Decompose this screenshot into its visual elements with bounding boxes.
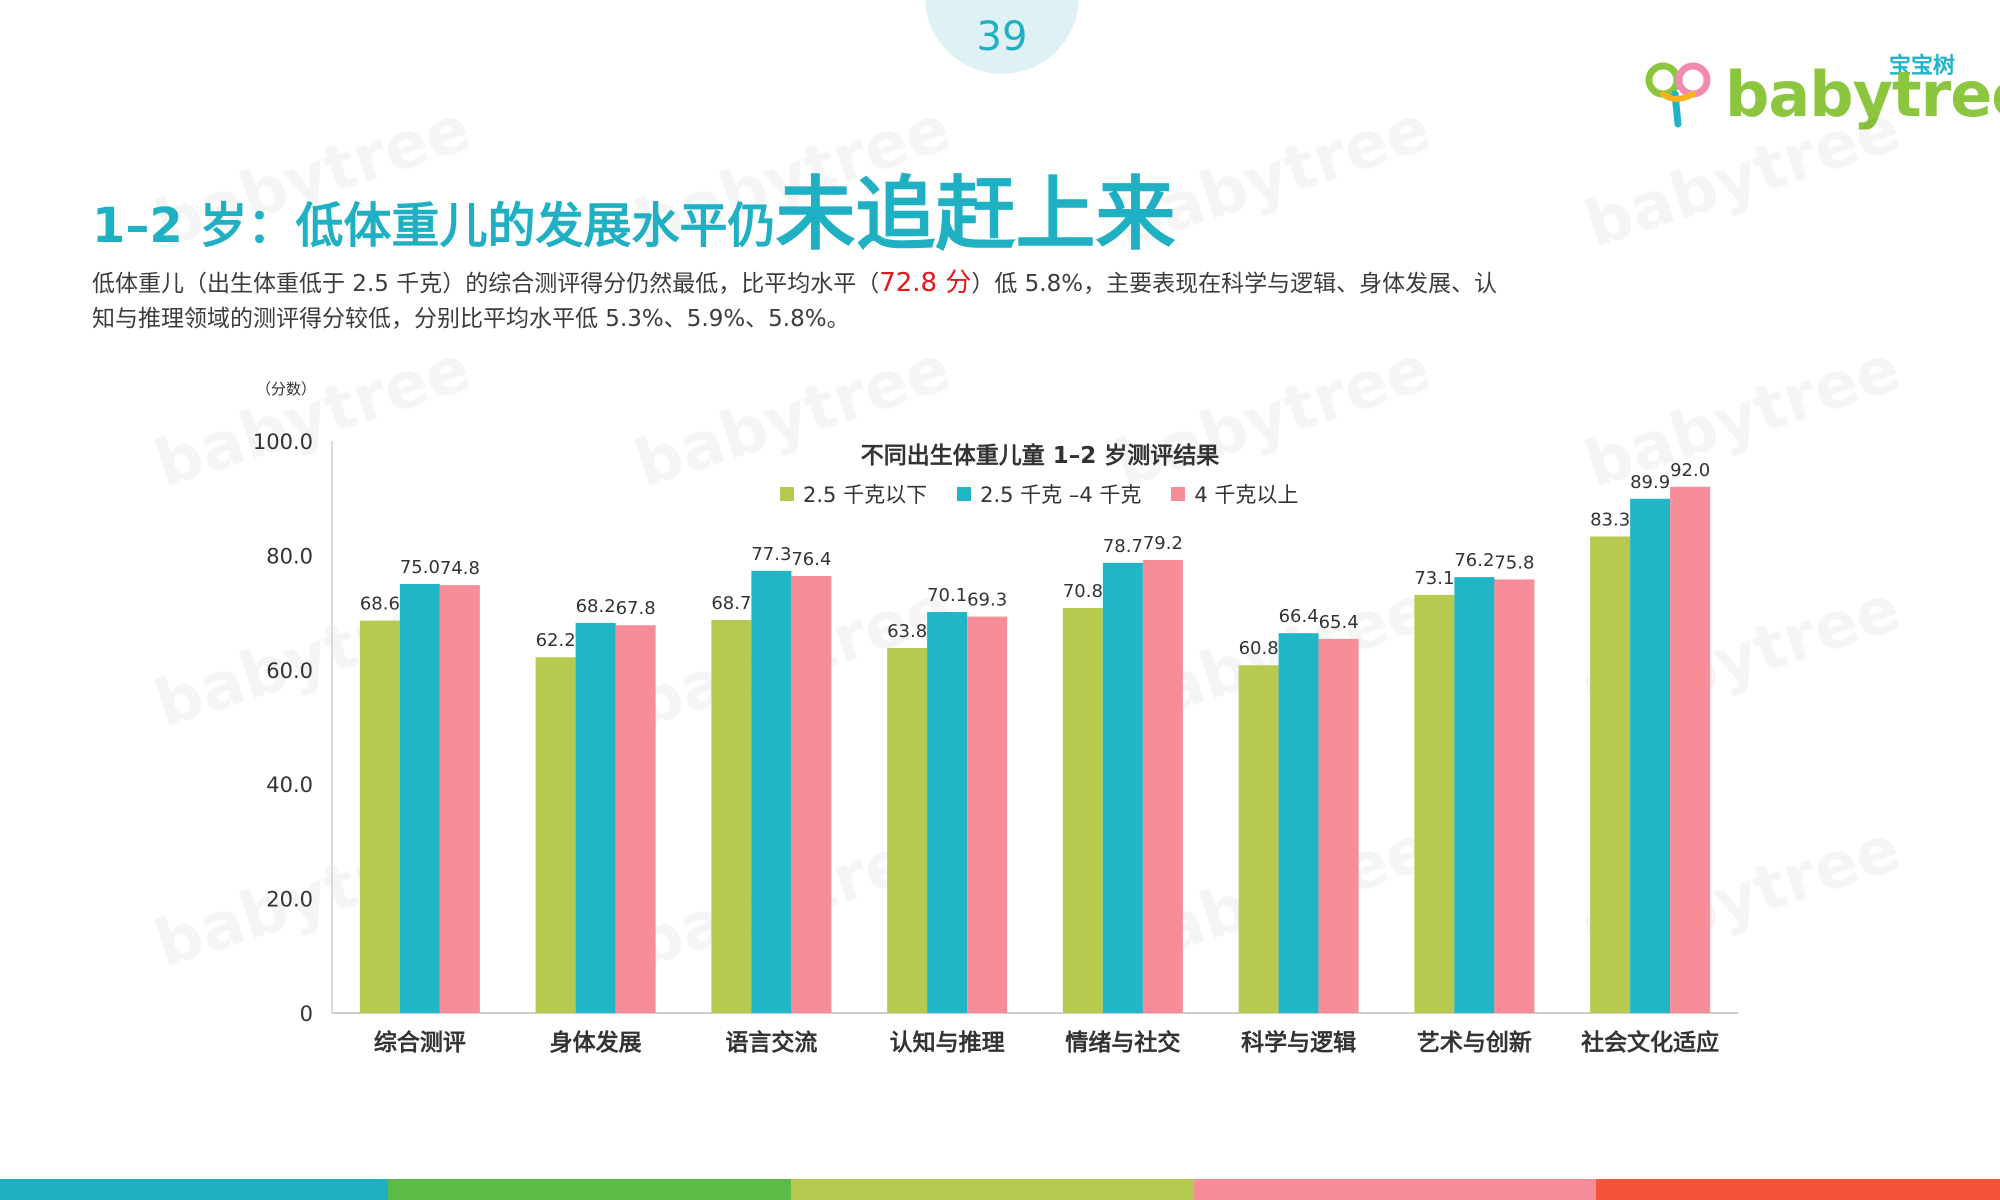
bar <box>791 575 832 1013</box>
x-tick-label: 认知与推理 <box>890 1029 1005 1056</box>
data-label: 67.8 <box>616 598 656 619</box>
data-label: 75.8 <box>1494 552 1534 573</box>
x-tick-label: 综合测评 <box>374 1029 466 1056</box>
data-label: 92.0 <box>1670 460 1710 481</box>
description: 低体重儿（出生体重低于 2.5 千克）的综合测评得分仍然最低，比平均水平（72.… <box>92 266 1512 337</box>
bar <box>1414 594 1455 1013</box>
logo-mark-icon <box>1645 62 1711 128</box>
babytree-logo: 宝宝树 babytree <box>1645 48 2000 131</box>
legend-item: 4 千克以上 <box>1171 479 1298 509</box>
y-tick-label: 80.0 <box>266 544 313 568</box>
x-tick-label: 科学与逻辑 <box>1241 1029 1356 1056</box>
data-label: 75.0 <box>400 557 440 578</box>
page-title-part2: 未追赶上来 <box>775 168 1176 261</box>
data-label: 89.9 <box>1630 472 1670 493</box>
y-tick-label: 40.0 <box>266 773 313 797</box>
bar <box>615 625 656 1013</box>
bar <box>1238 665 1279 1013</box>
data-label: 69.3 <box>967 590 1007 611</box>
bottom-bar-segment <box>0 1179 388 1200</box>
x-tick-label: 语言交流 <box>725 1029 817 1056</box>
bar <box>1630 498 1671 1014</box>
data-label: 68.7 <box>711 593 751 614</box>
legend-item: 2.5 千克以下 <box>780 479 927 509</box>
chart-legend: 2.5 千克以下 2.5 千克 –4 千克 4 千克以上 <box>780 479 1298 509</box>
bar <box>575 622 616 1013</box>
data-label: 79.2 <box>1143 533 1183 554</box>
legend-label: 4 千克以上 <box>1194 483 1299 507</box>
bar <box>535 657 576 1013</box>
data-label: 65.4 <box>1319 612 1359 633</box>
bottom-bar-segment <box>1194 1179 1596 1200</box>
bar <box>751 570 792 1013</box>
page-number: 39 <box>976 14 1028 60</box>
data-label: 77.3 <box>751 544 791 565</box>
legend-item: 2.5 千克 –4 千克 <box>957 479 1141 509</box>
bar <box>887 648 928 1013</box>
description-highlight: 72.8 分 <box>879 268 972 298</box>
bar <box>711 620 752 1013</box>
bar <box>359 620 400 1013</box>
bar <box>1142 559 1183 1013</box>
page-title-part1: 1–2 岁：低体重儿的发展水平仍 <box>92 198 776 254</box>
bar <box>1590 536 1631 1013</box>
legend-swatch <box>1171 487 1186 501</box>
data-label: 70.1 <box>927 585 967 606</box>
bottom-bar-segment <box>791 1179 1194 1200</box>
bar <box>967 616 1008 1013</box>
bar <box>1670 486 1711 1013</box>
bottom-bar-segment <box>388 1179 791 1200</box>
logo-en-text: babytree <box>1725 58 2000 131</box>
data-label: 68.2 <box>576 596 616 617</box>
legend-label: 2.5 千克以下 <box>803 483 928 507</box>
bar <box>1278 633 1319 1013</box>
chart-title: 不同出生体重儿童 1–2 岁测评结果 <box>860 443 1220 469</box>
data-label: 68.6 <box>360 594 400 615</box>
data-label: 76.2 <box>1454 550 1494 571</box>
bottom-color-bar <box>0 1179 2000 1200</box>
legend-label: 2.5 千克 –4 千克 <box>980 483 1142 507</box>
description-after: ）低 5.8%，主要表现在科学与逻辑、身体发展、认知与推理领域的测评得分较低，分… <box>92 271 1498 332</box>
bar <box>927 612 968 1013</box>
legend-swatch <box>957 487 972 501</box>
logo-cn-text: 宝宝树 <box>1888 54 1955 79</box>
x-tick-label: 艺术与创新 <box>1417 1029 1532 1056</box>
y-tick-label: 20.0 <box>266 888 313 912</box>
page-title: 1–2 岁：低体重儿的发展水平仍未追赶上来 <box>92 150 1176 266</box>
legend-swatch <box>780 487 794 501</box>
description-before: 低体重儿（出生体重低于 2.5 千克）的综合测评得分仍然最低，比平均水平（ <box>92 271 880 297</box>
data-label: 78.7 <box>1103 536 1143 557</box>
bar <box>399 584 440 1013</box>
y-tick-label: 0 <box>300 1002 313 1026</box>
bar <box>1494 579 1535 1013</box>
data-label: 66.4 <box>1279 606 1319 627</box>
bar <box>1318 638 1359 1013</box>
y-tick-label: 60.0 <box>266 659 313 683</box>
x-tick-label: 身体发展 <box>550 1029 642 1056</box>
x-tick-label: 社会文化适应 <box>1581 1029 1719 1056</box>
data-label: 62.2 <box>536 630 576 651</box>
data-label: 73.1 <box>1414 568 1454 589</box>
bar <box>1454 577 1495 1013</box>
bottom-bar-segment <box>1596 1179 2000 1200</box>
bar <box>1062 608 1103 1013</box>
bar <box>1102 562 1143 1013</box>
bar <box>439 585 480 1013</box>
data-label: 76.4 <box>791 549 831 570</box>
x-tick-label: 情绪与社交 <box>1065 1029 1180 1056</box>
data-label: 74.8 <box>440 558 480 579</box>
data-label: 63.8 <box>887 621 927 642</box>
y-axis-unit: （分数） <box>256 380 317 398</box>
data-label: 83.3 <box>1590 510 1630 531</box>
data-label: 70.8 <box>1063 581 1103 602</box>
data-label: 60.8 <box>1239 638 1279 659</box>
y-tick-label: 100.0 <box>253 430 313 454</box>
